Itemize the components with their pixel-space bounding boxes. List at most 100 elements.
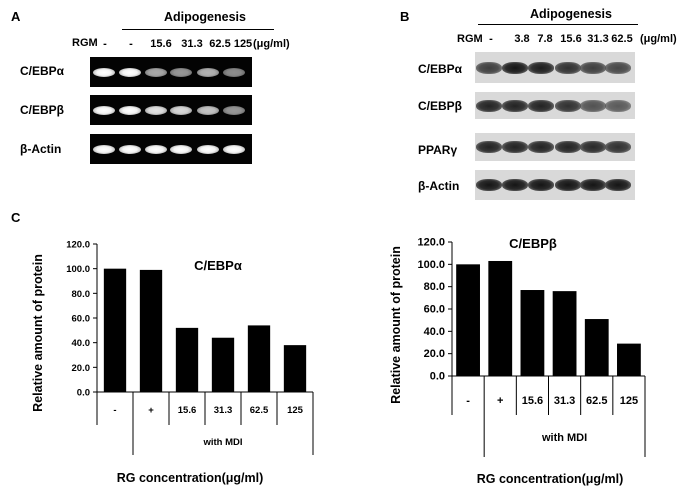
blot-band (528, 141, 554, 153)
bar (488, 260, 513, 376)
y-tick-label: 20.0 (72, 363, 91, 374)
bar (175, 327, 199, 392)
panel-b-row-label-actin: β-Actin (418, 179, 460, 193)
panel-a-lane-label-2: 15.6 (150, 38, 172, 50)
bar (211, 337, 235, 392)
panel-b-row-label-pparg: PPARγ (418, 143, 458, 157)
panel-a-lane-label-4: 62.5 (209, 38, 231, 50)
panel-a-letter: A (11, 9, 21, 24)
gel-band (223, 144, 245, 154)
gel-band (93, 67, 115, 77)
panel-b-header-line (478, 24, 638, 25)
y-tick-label: 20.0 (424, 348, 445, 360)
y-tick-label: 60.0 (72, 314, 91, 325)
x-tick-label: 62.5 (250, 405, 269, 416)
panel-b-lane-label-1: 3.8 (514, 33, 530, 45)
bar (456, 264, 480, 376)
gel-band (119, 67, 141, 77)
panel-b-unit: (μg/ml) (640, 33, 677, 45)
blot-band (555, 141, 581, 153)
chart-title: C/EBPα (194, 258, 242, 273)
x-tick-label: + (497, 395, 503, 407)
y-tick-label: 120.0 (66, 240, 90, 251)
gel-band (145, 144, 167, 154)
blot-band (605, 141, 631, 153)
blot-band (476, 179, 502, 191)
panel-b-row-label-cebpb: C/EBPβ (418, 99, 462, 113)
bar (103, 268, 127, 392)
blot-band (528, 179, 554, 191)
y-tick-label: 60.0 (424, 304, 445, 316)
panel-b-header: Adipogenesis (530, 7, 612, 21)
panel-a-row-label-actin: β-Actin (20, 142, 62, 156)
gel-band (170, 144, 192, 154)
blot-band (580, 99, 606, 112)
blot-band (555, 61, 581, 74)
blot-band (605, 99, 631, 112)
panel-a-rgm-label: RGM (72, 37, 98, 49)
bar (247, 325, 271, 392)
gel-band (145, 105, 167, 115)
blot-band (580, 179, 606, 191)
gel-band (93, 105, 115, 115)
blot-band (502, 61, 528, 74)
western-blot-cebpa (475, 52, 635, 83)
gel-band (170, 105, 192, 115)
x-tick-label: 31.3 (554, 395, 575, 407)
bar (139, 269, 163, 392)
bar (617, 343, 641, 376)
panel-a-header-line (122, 29, 274, 30)
gel-image-actin (90, 134, 252, 164)
panel-b-lane-label-5: 62.5 (611, 33, 633, 45)
bar (283, 345, 307, 392)
y-tick-label: 40.0 (72, 338, 91, 349)
blot-band (502, 179, 528, 191)
y-tick-label: 80.0 (72, 289, 91, 300)
gel-band (170, 67, 192, 77)
y-tick-label: 120.0 (417, 237, 445, 249)
x-tick-label: 125 (287, 405, 304, 416)
gel-band (197, 105, 219, 115)
x-tick-label: 62.5 (586, 395, 607, 407)
x-tick-label: 31.3 (214, 405, 233, 416)
x-axis-label: RG concentration(μg/ml) (117, 471, 264, 485)
panel-a-unit: (μg/ml) (253, 38, 290, 50)
panel-c-letter: C (11, 210, 21, 225)
gel-band (197, 67, 219, 77)
chart-title: C/EBPβ (509, 236, 557, 251)
western-blot-pparg (475, 133, 635, 161)
x-tick-label: - (113, 405, 116, 416)
blot-band (605, 61, 631, 74)
gel-band (93, 144, 115, 154)
bar (520, 290, 545, 376)
group-label: with MDI (202, 437, 242, 448)
bar (584, 319, 609, 376)
panel-b-row-label-cebpa: C/EBPα (418, 62, 463, 76)
y-tick-label: 100.0 (66, 264, 90, 275)
blot-band (502, 141, 528, 153)
x-axis-label: RG concentration(μg/ml) (477, 472, 624, 486)
panel-b-lane-label-0: - (489, 33, 493, 45)
gel-band (223, 105, 245, 115)
blot-band (528, 99, 554, 112)
western-blot-actin (475, 170, 635, 200)
bar (552, 291, 577, 376)
panel-a-lane-label-3: 31.3 (181, 38, 203, 50)
blot-band (605, 179, 631, 191)
gel-image-cebpa (90, 57, 252, 87)
gel-band (119, 105, 141, 115)
x-tick-label: 125 (620, 395, 638, 407)
panel-b-lane-label-4: 31.3 (587, 33, 609, 45)
gel-band (119, 144, 141, 154)
x-tick-label: 15.6 (178, 405, 197, 416)
panel-b-letter: B (400, 9, 410, 24)
panel-b-lane-label-2: 7.8 (537, 33, 553, 45)
y-tick-label: 100.0 (417, 259, 445, 271)
panel-a-lane-label-1: - (129, 38, 133, 50)
group-label: with MDI (541, 432, 587, 444)
y-tick-label: 0.0 (77, 388, 90, 399)
blot-band (528, 61, 554, 74)
y-axis-label: Relative amount of protein (31, 254, 45, 412)
blot-band (502, 99, 528, 112)
blot-band (555, 179, 581, 191)
